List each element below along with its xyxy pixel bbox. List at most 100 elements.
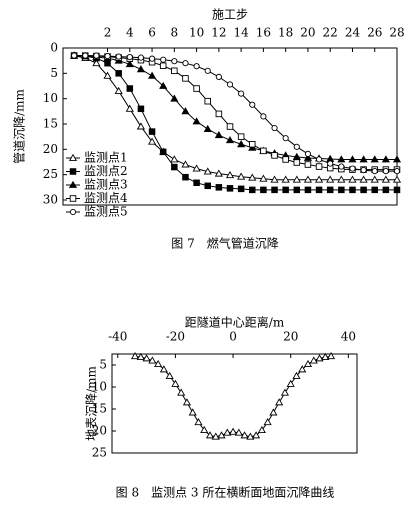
x-tick-label: -40 bbox=[108, 330, 127, 344]
marker bbox=[211, 432, 220, 440]
marker bbox=[286, 379, 295, 387]
marker bbox=[282, 156, 289, 163]
marker bbox=[271, 124, 278, 132]
marker bbox=[203, 167, 212, 175]
marker bbox=[159, 148, 167, 156]
marker bbox=[371, 186, 378, 194]
x-tick-label: 8 bbox=[171, 26, 179, 40]
marker bbox=[326, 175, 335, 183]
marker bbox=[137, 54, 145, 61]
marker bbox=[315, 186, 323, 194]
legend-label: 监测点3 bbox=[84, 178, 128, 192]
x-tick-label: 20 bbox=[283, 330, 298, 344]
marker bbox=[182, 75, 189, 82]
marker bbox=[159, 365, 168, 373]
marker bbox=[171, 163, 178, 171]
marker bbox=[293, 143, 300, 150]
marker bbox=[234, 428, 243, 436]
marker bbox=[271, 186, 278, 194]
y-tick-label: 15 bbox=[43, 117, 58, 131]
series-line bbox=[74, 55, 397, 160]
marker bbox=[237, 133, 245, 140]
marker bbox=[326, 186, 334, 194]
marker bbox=[217, 431, 226, 439]
marker bbox=[165, 371, 174, 379]
x-tick-label: 26 bbox=[367, 26, 382, 40]
marker bbox=[126, 85, 134, 92]
marker bbox=[215, 73, 222, 80]
marker bbox=[136, 122, 146, 130]
marker bbox=[92, 58, 101, 67]
marker bbox=[314, 175, 324, 183]
marker bbox=[260, 186, 267, 194]
marker bbox=[159, 81, 168, 89]
marker bbox=[214, 130, 223, 139]
marker bbox=[159, 62, 167, 69]
marker bbox=[282, 186, 289, 194]
marker bbox=[338, 163, 345, 170]
marker bbox=[304, 161, 312, 168]
marker bbox=[142, 354, 151, 362]
marker bbox=[304, 186, 312, 194]
x-axis-title: 距隧道中心距离/m bbox=[185, 315, 285, 330]
marker bbox=[136, 352, 145, 361]
marker bbox=[392, 175, 402, 183]
x-tick-label: 2 bbox=[104, 26, 112, 40]
marker bbox=[292, 175, 301, 183]
marker bbox=[115, 53, 122, 60]
y-tick-label: 10 bbox=[43, 91, 58, 105]
marker bbox=[69, 168, 77, 175]
marker bbox=[181, 160, 190, 168]
marker bbox=[225, 170, 235, 179]
y-tick-label: 30 bbox=[43, 193, 58, 207]
marker bbox=[249, 186, 256, 194]
marker bbox=[114, 86, 123, 94]
marker bbox=[193, 85, 200, 92]
x-tick-label: 0 bbox=[229, 330, 237, 344]
marker bbox=[360, 167, 367, 174]
marker bbox=[260, 113, 267, 120]
marker bbox=[148, 356, 157, 364]
marker bbox=[303, 359, 313, 368]
marker bbox=[263, 417, 272, 426]
marker bbox=[192, 164, 201, 172]
marker bbox=[252, 431, 261, 439]
marker bbox=[170, 155, 179, 163]
marker bbox=[249, 101, 256, 108]
marker bbox=[170, 94, 179, 102]
marker bbox=[381, 155, 390, 163]
legend-label: 监测点5 bbox=[84, 205, 128, 219]
marker bbox=[393, 168, 401, 175]
marker bbox=[348, 155, 357, 163]
x-tick-label: 4 bbox=[126, 26, 134, 40]
marker bbox=[392, 155, 402, 163]
marker bbox=[115, 70, 122, 77]
marker bbox=[69, 208, 77, 216]
marker bbox=[240, 431, 249, 439]
x-tick-label: 12 bbox=[211, 26, 226, 40]
marker bbox=[147, 137, 157, 145]
marker bbox=[69, 195, 77, 202]
marker bbox=[204, 97, 211, 105]
marker bbox=[125, 60, 134, 68]
x-tick-label: 18 bbox=[278, 26, 293, 40]
marker bbox=[82, 52, 89, 59]
marker bbox=[148, 55, 156, 62]
x-tick-label: -20 bbox=[166, 330, 185, 344]
marker bbox=[194, 417, 203, 426]
y-tick-label: 0 bbox=[50, 41, 58, 55]
marker bbox=[257, 425, 266, 434]
marker bbox=[154, 359, 163, 368]
marker bbox=[171, 379, 180, 387]
marker bbox=[275, 398, 284, 406]
chart: 距隧道中心距离/m 地表沉降/mm -40 -20 0 20 40 5 10 15 20 25 图 8 … bbox=[85, 315, 358, 500]
marker bbox=[148, 128, 156, 135]
marker bbox=[205, 431, 215, 439]
marker bbox=[303, 175, 313, 183]
marker bbox=[359, 155, 368, 163]
marker bbox=[103, 71, 112, 79]
legend-label: 监测点4 bbox=[84, 191, 128, 205]
marker bbox=[370, 175, 379, 183]
marker bbox=[282, 135, 289, 142]
